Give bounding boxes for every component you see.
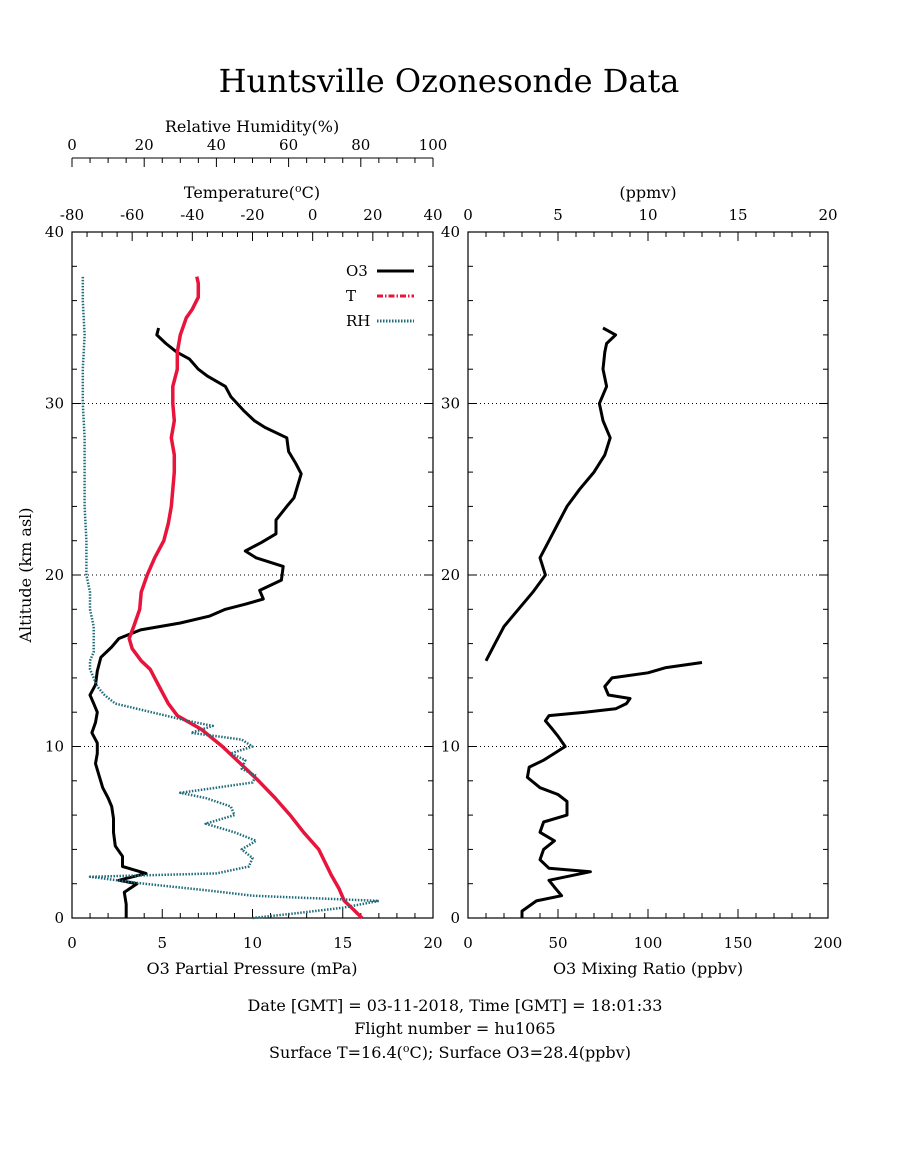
- series-o3-line: [88, 327, 303, 918]
- ppmv-tick-label: 20: [818, 206, 837, 224]
- y-tick-label: 30: [441, 395, 460, 413]
- series-o3-mixing-ratio-line: [520, 661, 703, 918]
- y-tick-label: 40: [441, 223, 460, 241]
- y-tick-label: 10: [45, 738, 64, 756]
- o3-pressure-tick-label: 20: [423, 934, 442, 952]
- legend-label-o3: O3: [346, 262, 368, 280]
- temperature-tick-label: 0: [308, 206, 318, 224]
- temperature-label-suffix: C): [302, 183, 320, 202]
- series-t-line: [127, 276, 364, 920]
- o3-pressure-tick-label: 0: [67, 934, 77, 952]
- left-panel: 0 10 20 30 40 0 5 10 15 20 -80 -60 -40 -20 0 20 40 0 20 40 6…: [45, 136, 447, 952]
- right-bottom-axis-label: O3 Mixing Ratio (ppbv): [553, 959, 743, 978]
- humidity-tick-label: 0: [67, 136, 77, 154]
- o3-mixing-ratio-tick-label: 100: [634, 934, 663, 952]
- o3-mixing-ratio-tick-label: 0: [463, 934, 473, 952]
- legend: O3 T RH: [346, 262, 414, 330]
- temperature-tick-label: -80: [60, 206, 84, 224]
- y-tick-label: 20: [45, 566, 64, 584]
- chart-title: Huntsville Ozonesonde Data: [219, 62, 680, 100]
- temperature-tick-label: -20: [240, 206, 264, 224]
- footer-surface-degree: o: [403, 1042, 410, 1055]
- humidity-tick-label: 100: [419, 136, 448, 154]
- humidity-tick-label: 60: [279, 136, 298, 154]
- humidity-tick-label: 80: [351, 136, 370, 154]
- footer-surface-values: Surface T=16.4(oC); Surface O3=28.4(ppbv…: [269, 1042, 631, 1062]
- o3-mixing-ratio-tick-label: 200: [814, 934, 843, 952]
- ppmv-tick-label: 5: [553, 206, 563, 224]
- series-rh-line: [81, 276, 381, 920]
- o3-pressure-tick-label: 10: [243, 934, 262, 952]
- y-tick-label: 0: [54, 909, 64, 927]
- ppmv-tick-label: 15: [728, 206, 747, 224]
- y-tick-label: 40: [45, 223, 64, 241]
- humidity-tick-label: 20: [135, 136, 154, 154]
- footer-surface-suffix: C); Surface O3=28.4(ppbv): [410, 1043, 631, 1062]
- humidity-axis-label: Relative Humidity(%): [165, 117, 339, 136]
- temperature-label-degree: o: [295, 182, 302, 195]
- temperature-axis-label: Temperature(oC): [184, 182, 320, 202]
- ppmv-tick-label: 0: [463, 206, 473, 224]
- o3-mixing-ratio-tick-label: 150: [724, 934, 753, 952]
- o3-mixing-ratio-tick-label: 50: [548, 934, 567, 952]
- left-bottom-axis-label: O3 Partial Pressure (mPa): [147, 959, 358, 978]
- o3-pressure-tick-label: 5: [157, 934, 167, 952]
- altitude-axis-label: Altitude (km asl): [16, 507, 35, 643]
- legend-label-rh: RH: [346, 312, 370, 330]
- footer-flight-number: Flight number = hu1065: [354, 1019, 555, 1038]
- ppmv-axis-label: (ppmv): [619, 183, 676, 202]
- y-tick-label: 20: [441, 566, 460, 584]
- footer-surface-prefix: Surface T=16.4(: [269, 1043, 403, 1062]
- temperature-tick-label: -40: [180, 206, 204, 224]
- y-tick-label: 30: [45, 395, 64, 413]
- y-tick-label: 10: [441, 738, 460, 756]
- temperature-tick-label: -60: [120, 206, 144, 224]
- ppmv-tick-label: 10: [638, 206, 657, 224]
- temperature-tick-label: 20: [363, 206, 382, 224]
- temperature-label-prefix: Temperature(: [184, 183, 295, 202]
- footer-date-time: Date [GMT] = 03-11-2018, Time [GMT] = 18…: [248, 996, 663, 1015]
- temperature-tick-label: 40: [423, 206, 442, 224]
- series-o3-mixing-ratio-stratosphere-line: [484, 326, 618, 662]
- humidity-tick-label: 40: [207, 136, 226, 154]
- o3-pressure-tick-label: 15: [333, 934, 352, 952]
- legend-label-t: T: [346, 287, 356, 305]
- y-tick-label: 0: [450, 909, 460, 927]
